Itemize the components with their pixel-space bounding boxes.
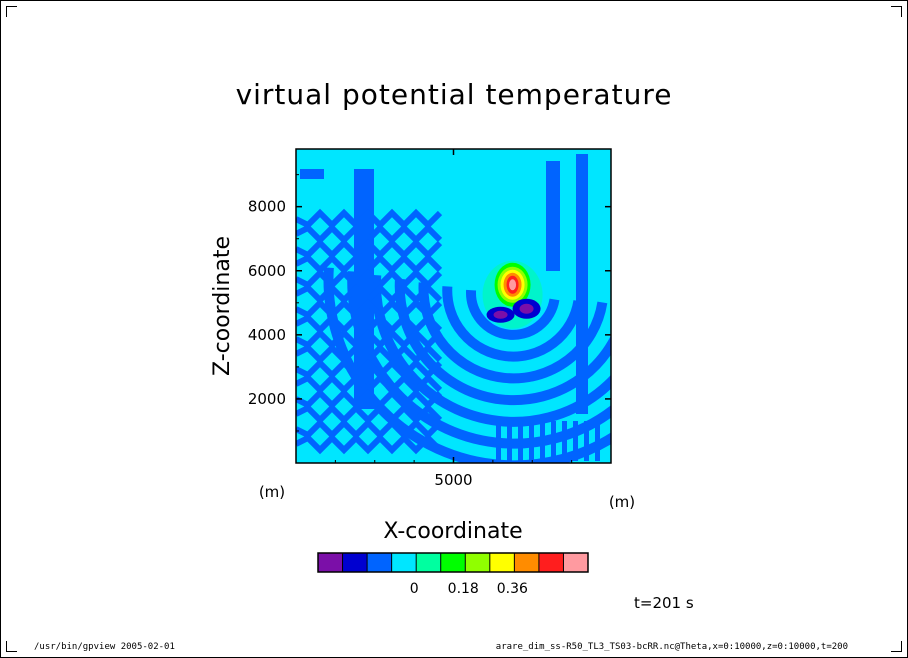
corner-mark-bottom-left bbox=[6, 641, 17, 652]
negative-core-right bbox=[519, 303, 534, 314]
bottom-band bbox=[562, 421, 567, 461]
corner-mark-top-left bbox=[6, 6, 17, 17]
legend-swatch bbox=[489, 553, 515, 572]
corner-mark-top-right bbox=[891, 6, 902, 17]
legend-swatch bbox=[367, 553, 392, 572]
bottom-band bbox=[507, 421, 512, 461]
legend-swatch bbox=[563, 553, 588, 572]
legend-swatch bbox=[416, 553, 441, 572]
bottom-band bbox=[573, 421, 578, 461]
lower-left-band bbox=[296, 358, 443, 380]
axes: 2000 4000 6000 8000 5000 (m) (m) X-coordinate Z-… bbox=[210, 149, 635, 544]
legend-swatch bbox=[318, 553, 343, 572]
negative-core-left bbox=[493, 310, 508, 319]
x-unit-label: (m) bbox=[609, 493, 635, 511]
bottom-band bbox=[551, 421, 556, 461]
color-legend: 0 0.18 0.36 bbox=[317, 552, 589, 597]
legend-swatch bbox=[538, 553, 564, 572]
lower-left-band bbox=[296, 433, 443, 455]
legend-border bbox=[317, 552, 589, 573]
x-axis-label: X-coordinate bbox=[383, 519, 522, 544]
thermal-ring bbox=[509, 279, 517, 291]
y-unit-label: (m) bbox=[259, 483, 285, 501]
time-label: t=201 s bbox=[634, 594, 694, 612]
lower-left-band bbox=[296, 418, 443, 440]
right-band bbox=[546, 161, 560, 271]
wake-band bbox=[394, 278, 611, 406]
legend-label: 0.36 bbox=[497, 581, 528, 597]
lower-left-band bbox=[296, 328, 443, 350]
contour-field bbox=[296, 149, 611, 463]
legend-label: 0.18 bbox=[448, 581, 479, 597]
footer-source: arare_dim_ss-R50_TL3_TS03-bcRR.nc@Theta,… bbox=[495, 642, 848, 652]
legend-swatch bbox=[514, 553, 539, 572]
y-tick-label: 6000 bbox=[248, 262, 286, 280]
legend-swatch bbox=[342, 553, 368, 572]
wake-band bbox=[442, 286, 584, 362]
legend-swatch bbox=[440, 553, 466, 572]
bottom-band bbox=[518, 421, 523, 461]
corner-mark-bottom-right bbox=[891, 641, 902, 652]
bottom-band bbox=[540, 421, 545, 461]
lower-left-band bbox=[296, 238, 443, 260]
lower-left-band bbox=[296, 208, 443, 230]
left-band bbox=[300, 169, 324, 179]
bottom-band bbox=[496, 421, 501, 461]
lower-left-band bbox=[296, 298, 443, 320]
wake-band bbox=[323, 267, 611, 463]
legend-swatch bbox=[391, 553, 417, 572]
y-tick-label: 2000 bbox=[248, 390, 286, 408]
bottom-band bbox=[584, 421, 589, 461]
y-tick-label: 4000 bbox=[248, 326, 286, 344]
footer-command: /usr/bin/gpview 2005-02-01 bbox=[34, 642, 175, 652]
right-edge-band bbox=[576, 154, 588, 414]
legend-swatch bbox=[465, 553, 490, 572]
bottom-band bbox=[595, 421, 600, 461]
legend-label: 0 bbox=[410, 581, 419, 597]
wake-band bbox=[466, 289, 560, 340]
y-tick-label: 8000 bbox=[248, 198, 286, 216]
x-tick-label: 5000 bbox=[434, 471, 472, 489]
lower-left-band bbox=[296, 268, 443, 290]
bottom-band bbox=[529, 421, 534, 461]
chart-title: virtual potential temperature bbox=[235, 78, 673, 111]
lower-left-band bbox=[296, 388, 443, 410]
y-axis-label: Z-coordinate bbox=[210, 236, 235, 376]
